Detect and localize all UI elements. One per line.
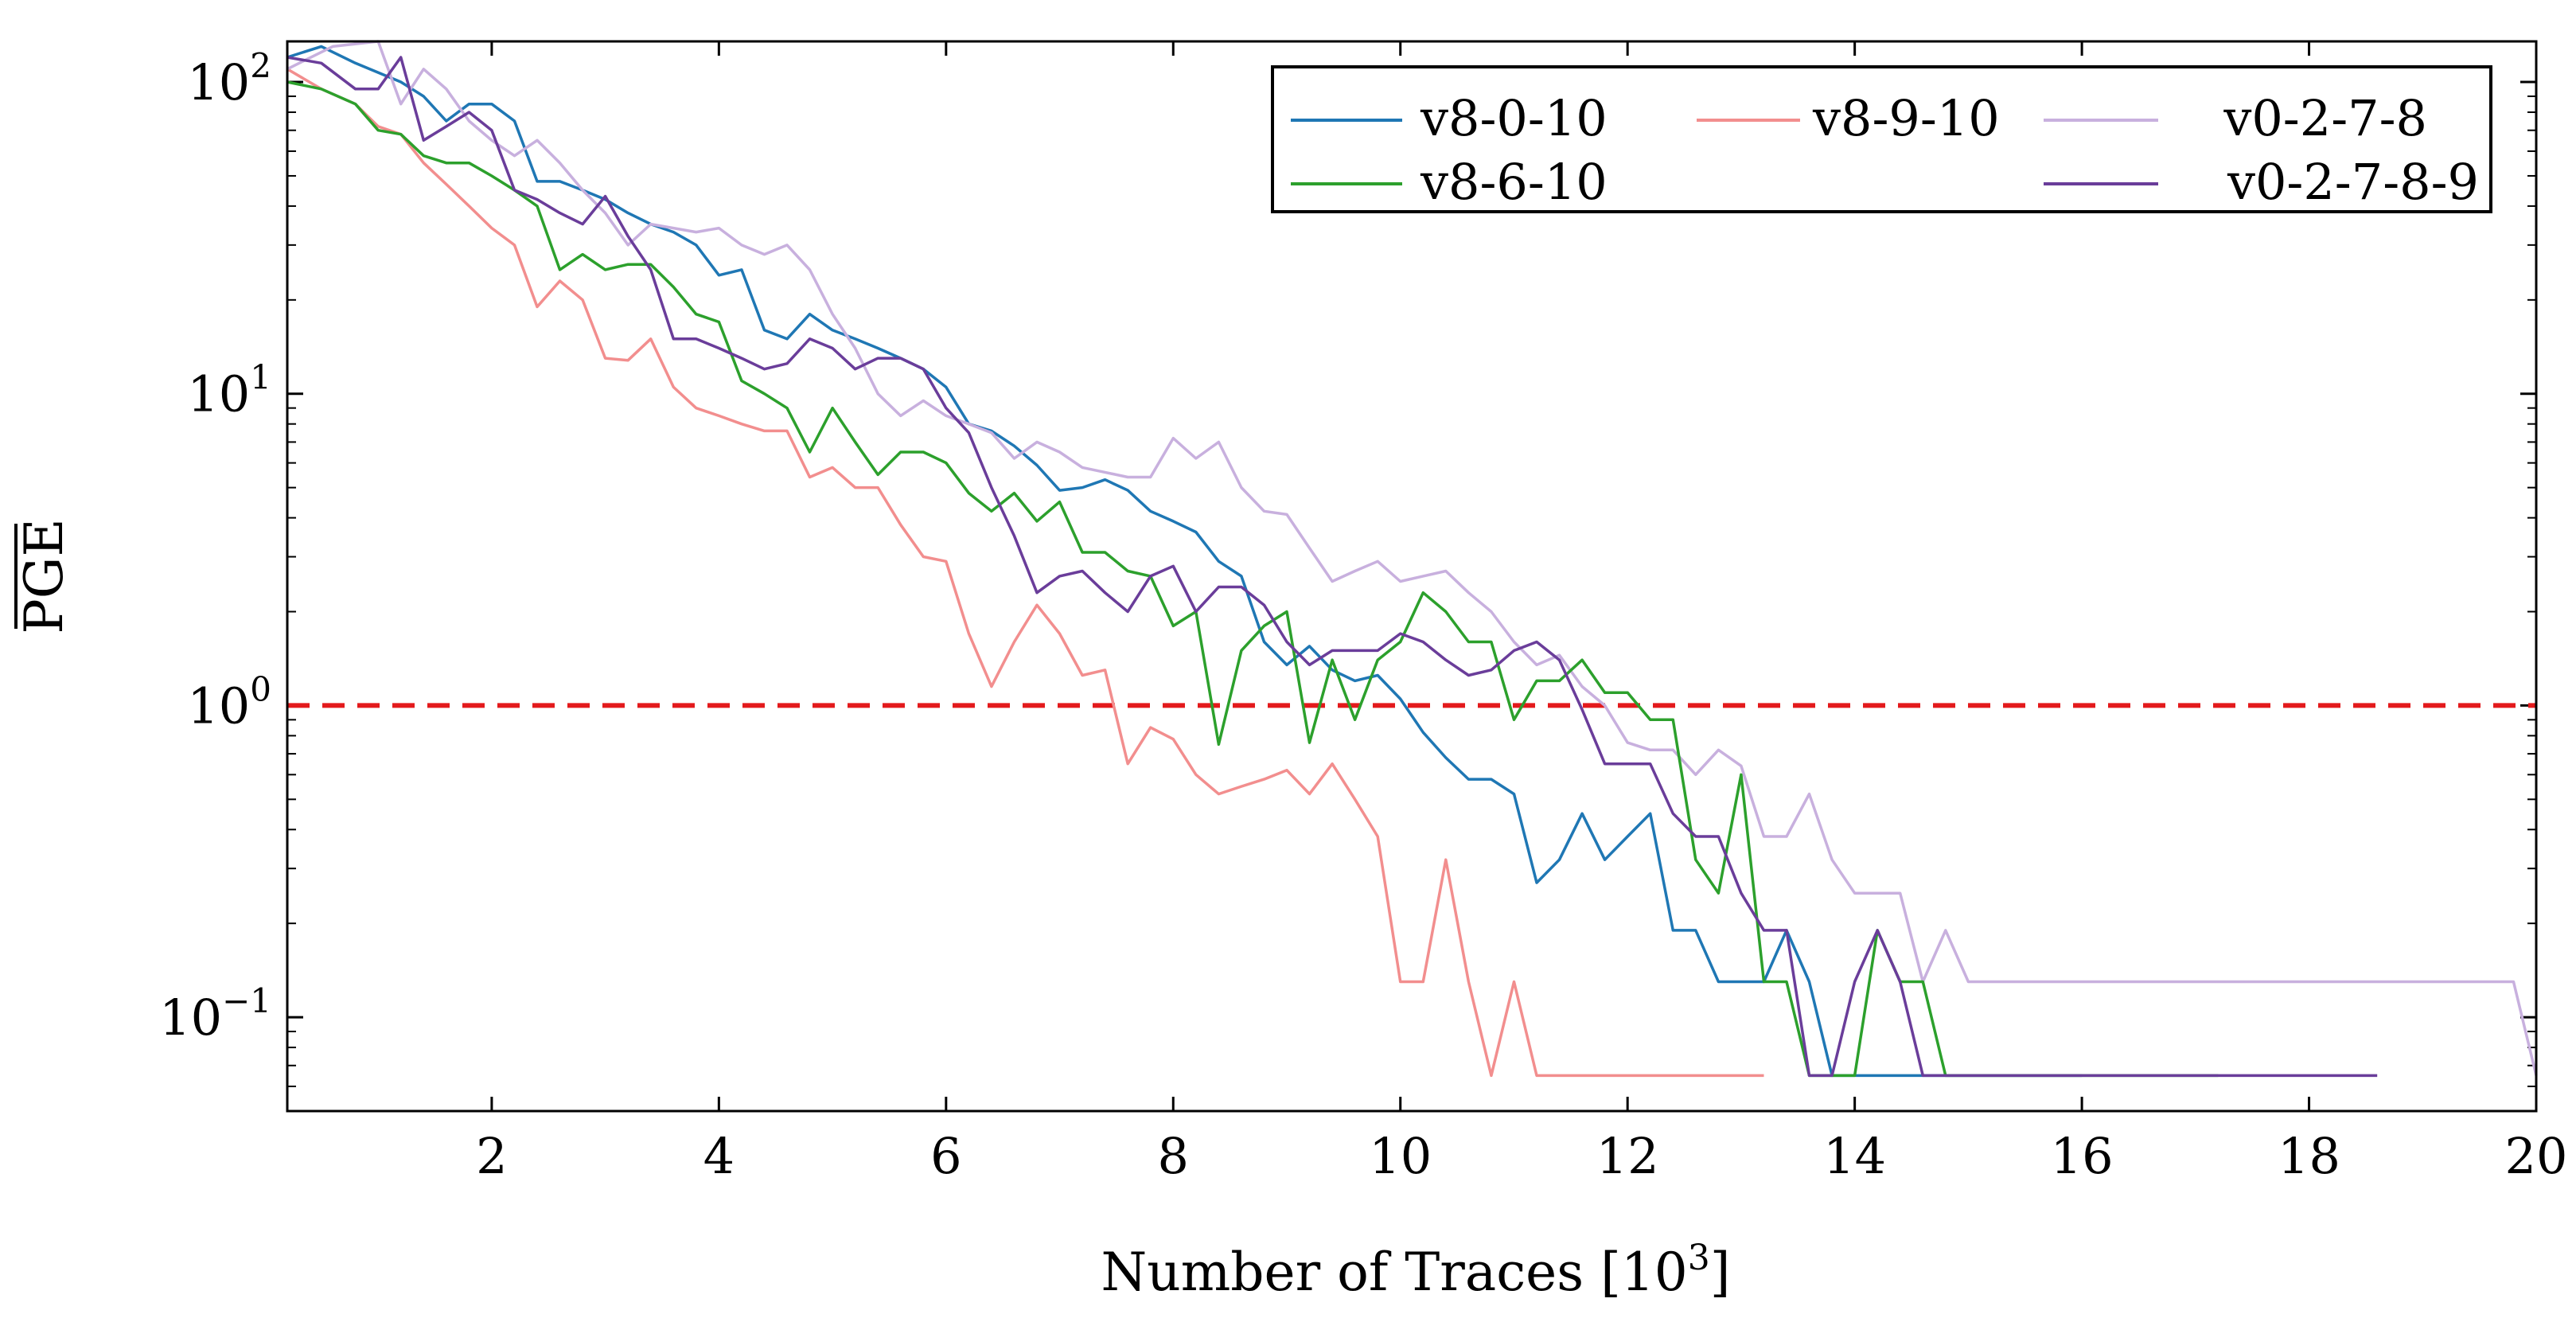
y-tick-label: 100 bbox=[187, 669, 271, 735]
x-tick-label: 16 bbox=[2051, 1127, 2114, 1185]
y-tick-label: 101 bbox=[187, 358, 271, 423]
legend-label-v0-2-7-8: v0-2-7-8 bbox=[2223, 89, 2427, 147]
legend: v8-0-10 v8-9-10 v0-2-7-8 v8-6-10 v0-2-7-8-9 bbox=[1271, 65, 2492, 213]
x-tick-label: 20 bbox=[2505, 1127, 2568, 1185]
legend-box bbox=[1271, 65, 2492, 213]
legend-label-v8-9-10: v8-9-10 bbox=[1812, 89, 2000, 147]
legend-label-v8-6-10: v8-6-10 bbox=[1420, 153, 1608, 211]
x-tick-label: 12 bbox=[1596, 1127, 1659, 1185]
y-axis-label-group: PGE bbox=[14, 518, 75, 634]
series-line-v0-2-7-8 bbox=[286, 40, 2538, 1076]
y-tick-label: 10−1 bbox=[159, 981, 271, 1047]
x-tick-label: 10 bbox=[1369, 1127, 1432, 1185]
x-tick-label: 4 bbox=[703, 1127, 735, 1185]
legend-label-v0-2-7-8-9: v0-2-7-8-9 bbox=[2227, 153, 2479, 211]
x-tick-label: 8 bbox=[1158, 1127, 1189, 1185]
series-line-v0-2-7-8-9 bbox=[286, 56, 2378, 1078]
series-line-v8-0-10 bbox=[286, 45, 2083, 1078]
x-tick-label: 6 bbox=[930, 1127, 961, 1185]
x-tick-label: 14 bbox=[1823, 1127, 1886, 1185]
legend-label-v8-0-10: v8-0-10 bbox=[1420, 89, 1608, 147]
tick-labels: 2 4 6 8 10 12 14 16 18 20 102 101 100 10−1 bbox=[159, 46, 2567, 1185]
x-tick-label: 18 bbox=[2278, 1127, 2340, 1185]
y-axis-label: PGE bbox=[14, 518, 75, 634]
x-tick-label: 2 bbox=[476, 1127, 507, 1185]
x-axis-label: Number of Traces [103] bbox=[1101, 1238, 1730, 1303]
plot-frame bbox=[286, 40, 2538, 1113]
series-layer bbox=[286, 40, 2538, 1078]
series-line-v8-9-10 bbox=[286, 68, 1764, 1078]
y-tick-label: 102 bbox=[187, 46, 271, 111]
